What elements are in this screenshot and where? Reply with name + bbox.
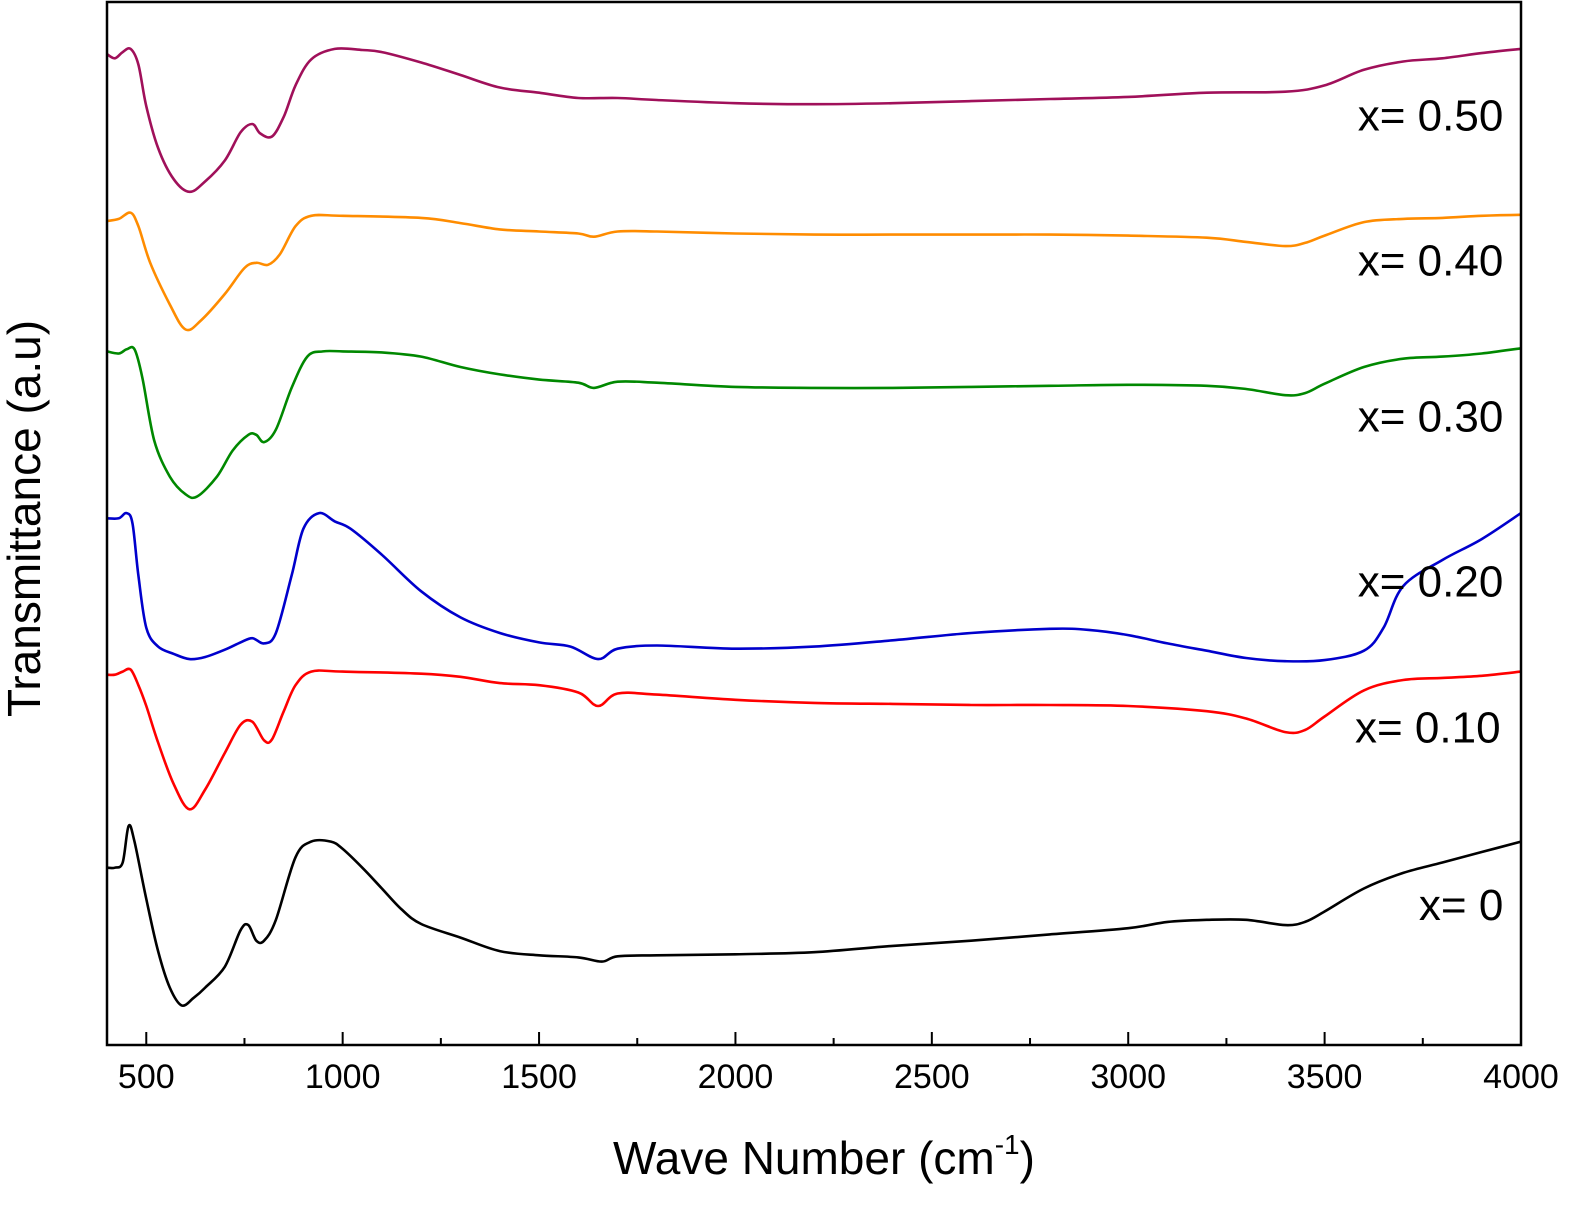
series-line-2 xyxy=(106,511,1522,663)
plot-frame xyxy=(105,0,1523,1047)
annotation-layer: x= 0.50 x= 0.40 x= 0.30 x= 0.20 x= 0.10 x= 0 xyxy=(1355,91,1503,930)
series-line-4 xyxy=(106,211,1522,332)
y-axis-title: Transmittance (a.u) xyxy=(0,320,50,717)
x-axis-ticks: 500 1000 1500 2000 2500 3000 3500 4000 xyxy=(118,1032,1559,1096)
series-annotation-5: x= 0 xyxy=(1419,881,1503,930)
x-tick-label: 3000 xyxy=(1090,1058,1166,1096)
x-tick-label: 500 xyxy=(118,1058,175,1096)
series-annotation-0: x= 0.50 xyxy=(1358,91,1504,140)
series-line-0 xyxy=(106,823,1522,1007)
x-tick-label: 2000 xyxy=(698,1058,774,1096)
series-annotation-1: x= 0.40 xyxy=(1358,236,1504,285)
x-tick-label: 1000 xyxy=(305,1058,381,1096)
series-layer xyxy=(106,46,1522,1007)
x-tick-label: 3500 xyxy=(1287,1058,1363,1096)
x-tick-label: 4000 xyxy=(1483,1058,1559,1096)
series-line-1 xyxy=(106,667,1522,811)
x-tick-label: 1500 xyxy=(501,1058,577,1096)
x-axis-title: Wave Number (cm-1) xyxy=(613,1129,1035,1184)
series-line-5 xyxy=(106,46,1522,194)
series-line-3 xyxy=(106,345,1522,500)
series-annotation-2: x= 0.30 xyxy=(1358,393,1504,442)
series-annotation-3: x= 0.20 xyxy=(1358,558,1504,607)
series-annotation-4: x= 0.10 xyxy=(1355,704,1501,753)
x-tick-label: 2500 xyxy=(894,1058,970,1096)
